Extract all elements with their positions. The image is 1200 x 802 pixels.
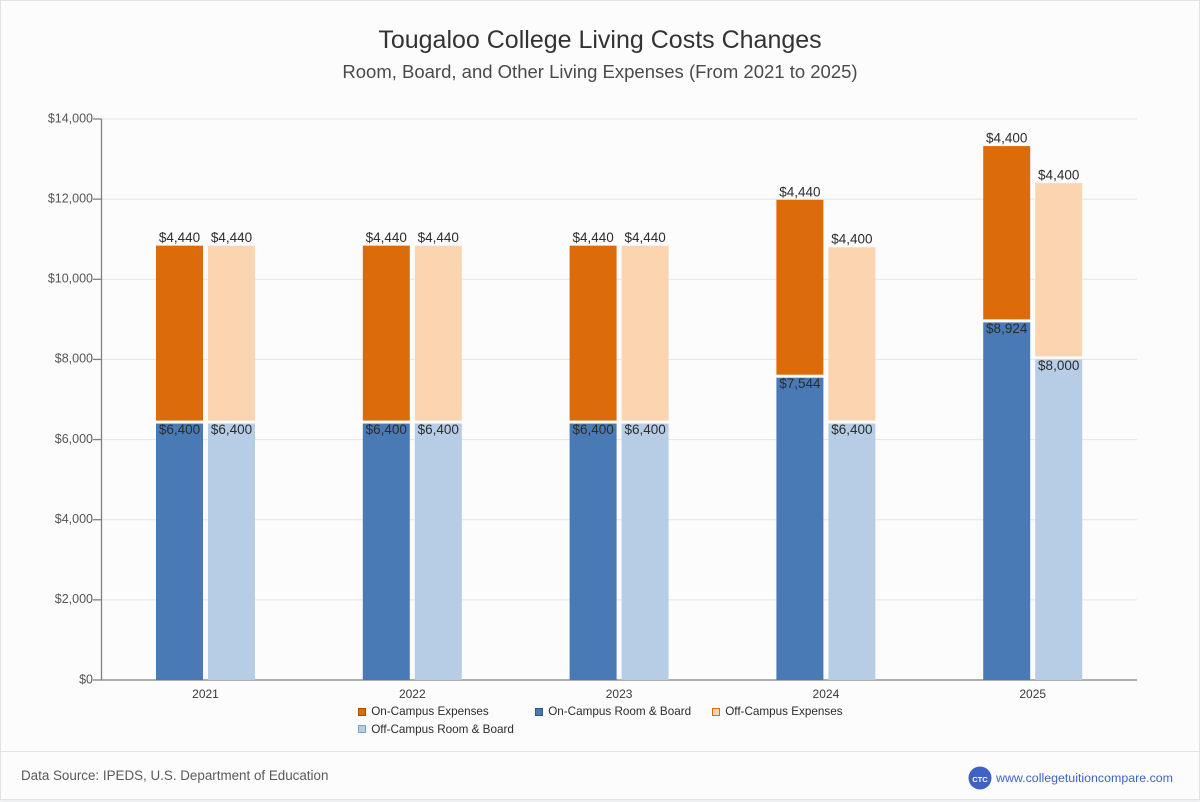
svg-text:$14,000: $14,000 xyxy=(48,111,93,125)
svg-text:$6,400: $6,400 xyxy=(159,422,200,437)
svg-text:$2,000: $2,000 xyxy=(55,592,93,606)
svg-text:$6,400: $6,400 xyxy=(831,422,872,437)
svg-text:$4,400: $4,400 xyxy=(1038,168,1079,183)
svg-text:$6,400: $6,400 xyxy=(366,422,407,437)
svg-text:$0: $0 xyxy=(79,672,93,686)
svg-text:2023: 2023 xyxy=(606,687,633,701)
svg-text:$8,000: $8,000 xyxy=(1038,358,1079,373)
svg-text:$6,400: $6,400 xyxy=(211,422,252,437)
svg-text:2022: 2022 xyxy=(399,687,426,701)
svg-text:$4,440: $4,440 xyxy=(418,230,459,245)
svg-text:$4,440: $4,440 xyxy=(779,184,820,199)
svg-text:$8,000: $8,000 xyxy=(55,352,93,366)
svg-text:$6,000: $6,000 xyxy=(55,432,93,446)
svg-text:$4,400: $4,400 xyxy=(831,232,872,247)
svg-text:$4,440: $4,440 xyxy=(211,230,252,245)
svg-text:$4,400: $4,400 xyxy=(986,131,1027,146)
svg-text:2025: 2025 xyxy=(1019,687,1046,701)
svg-text:$6,400: $6,400 xyxy=(418,422,459,437)
svg-text:CTC: CTC xyxy=(972,774,988,783)
svg-text:2021: 2021 xyxy=(192,687,219,701)
svg-text:$10,000: $10,000 xyxy=(48,272,93,286)
svg-text:$7,544: $7,544 xyxy=(779,376,821,391)
svg-text:$4,000: $4,000 xyxy=(55,512,93,526)
svg-text:$6,400: $6,400 xyxy=(572,422,613,437)
svg-text:$4,440: $4,440 xyxy=(624,230,665,245)
svg-text:$12,000: $12,000 xyxy=(48,191,93,205)
svg-text:$6,400: $6,400 xyxy=(624,422,665,437)
svg-text:$4,440: $4,440 xyxy=(159,230,200,245)
svg-text:$4,440: $4,440 xyxy=(572,230,613,245)
svg-text:2024: 2024 xyxy=(813,687,840,701)
svg-text:$8,924: $8,924 xyxy=(986,321,1028,336)
svg-text:$4,440: $4,440 xyxy=(366,230,407,245)
